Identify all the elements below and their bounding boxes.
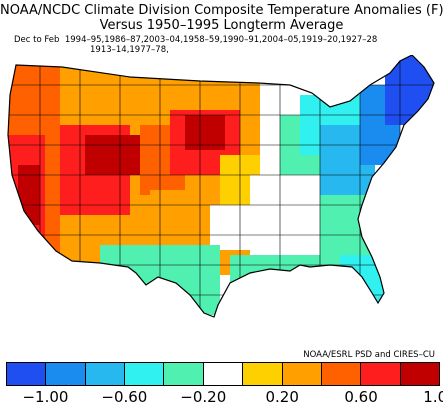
years-list-1: 1994–95,1986–87,2003–04,1958–59,1990–91,…: [64, 35, 378, 45]
legend-swatch: [7, 363, 47, 385]
legend-tick-label: 1.00: [423, 388, 443, 406]
legend-swatch: [46, 363, 86, 385]
legend-swatch: [321, 363, 362, 385]
legend-swatch: [125, 363, 165, 385]
legend-tick-label: −1.00: [22, 388, 69, 406]
legend-tick-label: −0.20: [180, 388, 227, 406]
legend-tick-label: −0.60: [101, 388, 148, 406]
legend-swatch: [361, 363, 401, 385]
division-grid: [8, 55, 434, 317]
map-title-line2: Versus 1950–1995 Longterm Average: [99, 18, 344, 33]
us-climate-division-map: [7, 55, 435, 318]
legend-swatch: [243, 363, 283, 385]
legend-swatch: [203, 363, 244, 385]
season-years-line1: Dec to Feb 1994–95,1986–87,2003–04,1958–…: [14, 35, 377, 45]
credit-label: NOAA/ESRL PSD and CIRES–CU: [303, 350, 435, 360]
legend-tick-labels: −1.00 −0.60 −0.20 0.20 0.60 1.00: [0, 389, 443, 407]
legend-swatch: [164, 363, 204, 385]
years-list-2: 1913–14,1977–78,: [90, 45, 169, 55]
map-title-line1: NOAA/NCDC Climate Division Composite Tem…: [0, 3, 443, 18]
legend-swatch: [400, 363, 439, 385]
us-outline: [7, 55, 435, 318]
color-legend: [6, 362, 440, 386]
season-label: Dec to Feb: [14, 35, 60, 45]
legend-swatch: [282, 363, 322, 385]
legend-swatch: [85, 363, 126, 385]
legend-tick-label: 0.60: [344, 388, 378, 406]
legend-tick-label: 0.20: [265, 388, 299, 406]
